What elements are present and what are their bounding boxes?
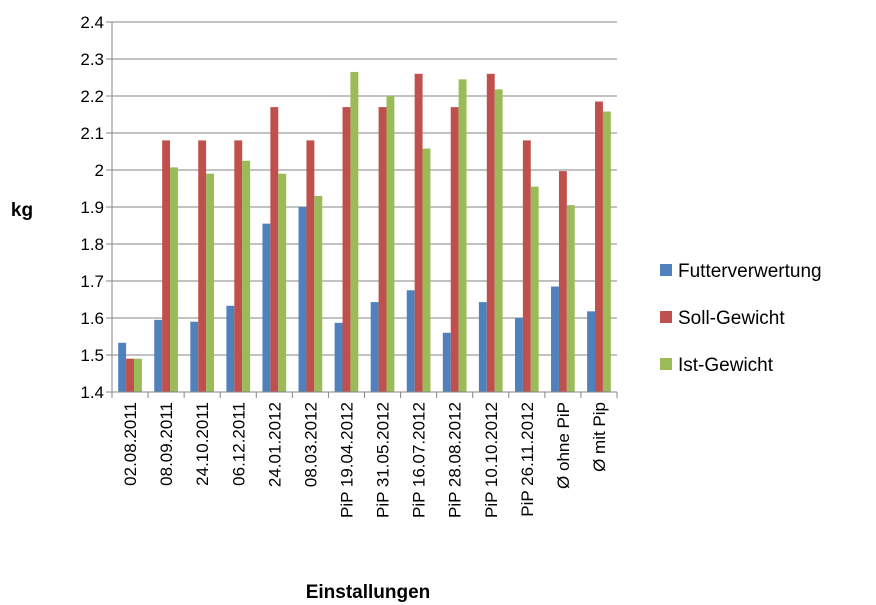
bar [242, 160, 251, 392]
y-tick-label: 2.1 [80, 124, 104, 143]
x-tick-labels: 02.08.2011 08.09.2011 24.10.2011 06.12.2011… [121, 402, 609, 518]
x-tick-label: PiP 28.08.2012 [446, 402, 465, 518]
bar [422, 148, 431, 392]
bar [234, 140, 243, 392]
bar [306, 140, 315, 392]
bar [378, 107, 387, 392]
bar [587, 311, 596, 392]
bar [442, 332, 451, 392]
x-axis-label: Einstallungen [306, 582, 431, 603]
legend-label: Soll-Gewicht [678, 308, 785, 329]
bar [198, 140, 207, 392]
x-tick-label: 02.08.2011 [121, 402, 140, 486]
y-tick-label: 2.3 [80, 50, 104, 69]
bar [450, 107, 459, 392]
x-tick-label: PiP 26.11.2012 [518, 402, 537, 517]
bar [118, 342, 127, 392]
bar [334, 322, 343, 392]
y-tick-label: 1.7 [80, 272, 104, 291]
bar [270, 107, 279, 392]
bar [414, 73, 423, 393]
x-tick-label: 24.10.2011 [193, 402, 212, 486]
bar [190, 321, 199, 392]
bar [602, 111, 611, 392]
legend-swatch [660, 358, 672, 370]
legend-swatch [660, 264, 672, 276]
bar [206, 173, 215, 392]
bar [530, 186, 539, 392]
bar [162, 140, 171, 392]
y-tick-label: 2.4 [80, 13, 104, 32]
bar [558, 171, 567, 392]
y-tick-label: 2 [95, 161, 104, 180]
bar [342, 107, 351, 392]
bar [226, 305, 235, 392]
bar [370, 302, 379, 392]
legend-label: Futterverwertung [678, 261, 822, 282]
bar [350, 71, 359, 392]
axes [111, 22, 618, 398]
bar [170, 167, 178, 392]
legend: Futterverwertung Soll-Gewicht Ist-Gewicht [660, 261, 822, 376]
y-tick-labels: 1.4 1.5 1.6 1.7 1.8 1.9 2 2.1 2.2 2.3 2.4 [80, 13, 104, 402]
x-tick-label: PiP 16.07.2012 [410, 402, 429, 518]
bar [486, 73, 495, 393]
bar [133, 358, 142, 392]
bar [566, 205, 575, 392]
bars [118, 71, 611, 393]
legend-swatch [660, 311, 672, 323]
x-tick-label: 08.03.2012 [301, 402, 320, 487]
y-tick-label: 1.8 [80, 235, 104, 254]
bar [551, 286, 559, 392]
bar [514, 318, 523, 392]
bar [494, 89, 503, 392]
y-axis-label: kg [11, 200, 33, 221]
x-tick-label: 24.01.2012 [265, 402, 284, 487]
gridlines [106, 21, 617, 393]
y-tick-label: 1.4 [80, 383, 104, 402]
bar [154, 319, 163, 392]
x-tick-label: PiP 31.05.2012 [374, 402, 393, 518]
bar [298, 207, 307, 392]
bar [314, 195, 323, 392]
bar [522, 140, 531, 392]
x-tick-label: 06.12.2011 [229, 402, 248, 486]
legend-label: Ist-Gewicht [678, 355, 774, 376]
bar [595, 101, 603, 393]
bar [278, 173, 287, 392]
bar [262, 223, 271, 392]
y-tick-label: 1.9 [80, 198, 104, 217]
x-tick-label: Ø mit Pip [590, 402, 609, 472]
x-tick-label: 08.09.2011 [157, 402, 176, 486]
bar [126, 358, 134, 392]
y-tick-label: 1.6 [80, 309, 104, 328]
x-tick-label: Ø ohne PiP [554, 402, 573, 489]
bar [478, 302, 487, 392]
y-tick-label: 1.5 [80, 346, 104, 365]
bar [386, 96, 395, 392]
x-tick-label: PiP 10.10.2012 [482, 402, 501, 518]
x-tick-label: PiP 19.04.2012 [337, 402, 356, 518]
bar [458, 79, 467, 392]
bar [406, 290, 415, 392]
y-tick-label: 2.2 [80, 87, 104, 106]
